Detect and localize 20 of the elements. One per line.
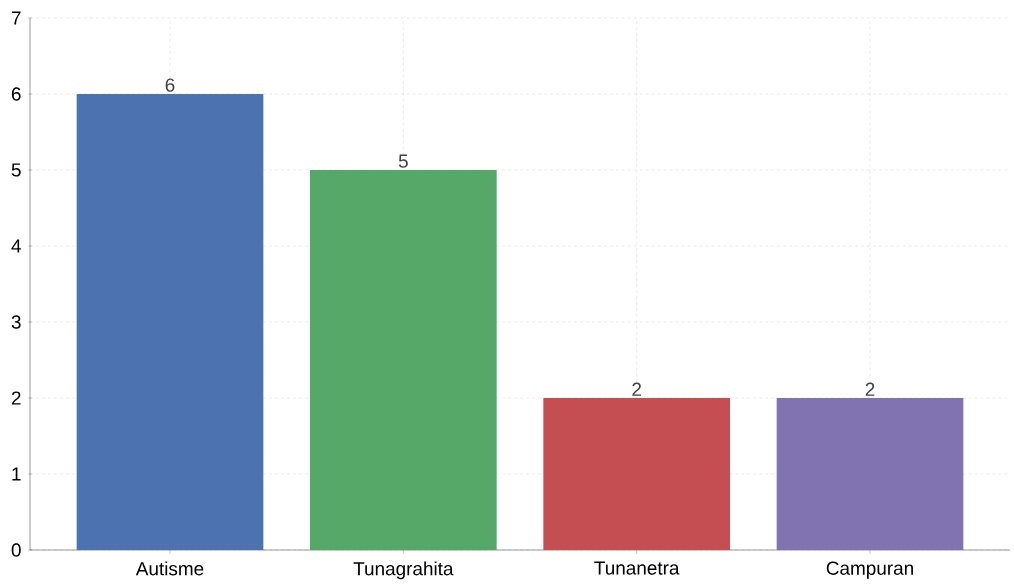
y-tick-label: 2	[11, 391, 21, 405]
y-tick-label: 3	[11, 315, 21, 329]
bar	[310, 170, 497, 550]
y-tick-label: 6	[11, 87, 21, 101]
y-tick-label: 4	[11, 239, 21, 253]
x-tick-label: Autisme	[135, 561, 204, 576]
bar	[76, 94, 264, 550]
y-tick-label: 1	[12, 467, 21, 481]
x-tick-label: Campuran	[826, 561, 913, 579]
data-label: 6	[165, 78, 175, 92]
x-tick-label: Tunagrahita	[353, 561, 454, 580]
data-label: 2	[632, 382, 641, 396]
bar	[543, 398, 730, 550]
y-tick-label: 0	[11, 543, 21, 557]
bar	[776, 398, 964, 550]
y-tick-label: 7	[11, 11, 21, 25]
y-tick-label: 5	[11, 163, 21, 177]
data-label: 2	[865, 382, 875, 396]
x-tick-label: Tunanetra	[594, 561, 680, 575]
data-label: 5	[398, 154, 408, 168]
